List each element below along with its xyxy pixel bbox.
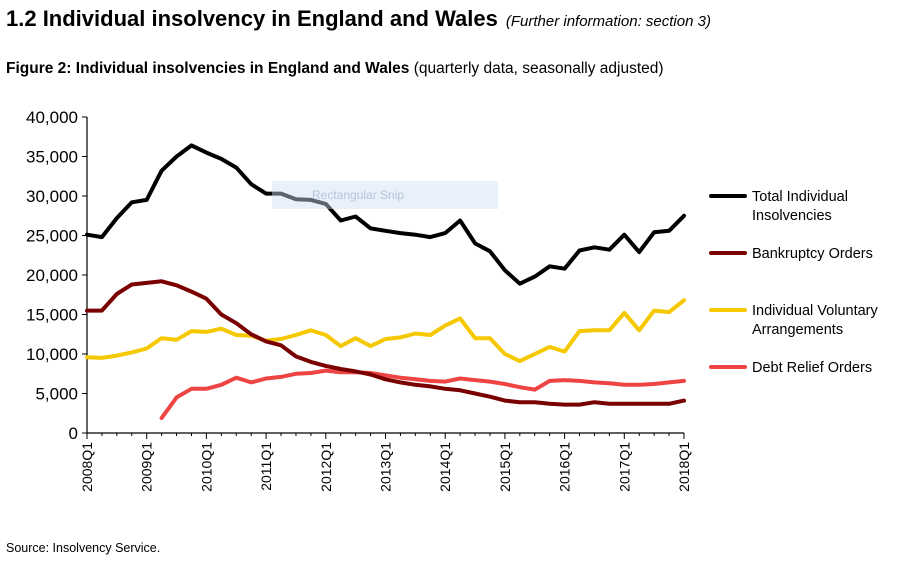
chart-axes: 0 5,000 10,000 15,000 20,000 25,000 30,000 35,0… xyxy=(26,108,692,492)
legend-label-bankruptcy-orders: Bankruptcy Orders xyxy=(752,246,873,262)
x-tick-label: 2018Q1 xyxy=(676,442,692,492)
y-tick-label: 10,000 xyxy=(26,345,78,364)
series-line-individual-voluntary-arrangements xyxy=(85,298,686,364)
insolvency-line-chart: 0 5,000 10,000 15,000 20,000 25,000 30,000 35,0… xyxy=(26,108,878,492)
x-tick-label: 2015Q1 xyxy=(497,442,513,492)
source-note: Source: Insolvency Service. xyxy=(6,541,161,555)
x-tick-label: 2009Q1 xyxy=(139,442,155,492)
x-tick-label: 2016Q1 xyxy=(557,442,573,492)
series-line-debt-relief-orders xyxy=(159,368,686,420)
x-tick-label: 2013Q1 xyxy=(378,442,394,492)
x-tick-label: 2008Q1 xyxy=(79,442,95,492)
y-tick-label: 25,000 xyxy=(26,227,78,246)
figure-title: Figure 2: Individual insolvencies in Eng… xyxy=(6,60,664,78)
figure-title-bold: Figure 2: Individual insolvencies in Eng… xyxy=(6,60,410,77)
x-tick-label: 2014Q1 xyxy=(437,442,453,492)
section-heading: 1.2 Individual insolvency in England and… xyxy=(6,6,711,32)
y-tick-label: 5,000 xyxy=(35,385,78,404)
y-tick-label: 40,000 xyxy=(26,108,78,127)
legend-label-total-individual-insolvencies: Total Individual Insolvencies xyxy=(752,189,848,224)
legend-label-individual-voluntary-arrangements: Individual Voluntary Arrangements xyxy=(752,303,878,338)
rectangular-snip-overlay: Rectangular Snip xyxy=(272,181,498,209)
x-tick-label: 2011Q1 xyxy=(258,442,274,491)
x-tick-label: 2017Q1 xyxy=(616,442,632,492)
series-line-total-individual-insolvencies xyxy=(85,143,686,286)
y-tick-label: 30,000 xyxy=(26,187,78,206)
y-tick-label: 35,000 xyxy=(26,148,78,167)
y-tick-label: 15,000 xyxy=(26,306,78,325)
section-note: (Further information: section 3) xyxy=(505,13,711,30)
y-tick-label: 0 xyxy=(69,424,78,443)
section-title: 1.2 Individual insolvency in England and… xyxy=(6,6,498,31)
series-layer xyxy=(85,143,686,420)
figure-title-rest: (quarterly data, seasonally adjusted) xyxy=(413,60,664,77)
x-tick-label: 2012Q1 xyxy=(318,442,334,492)
x-tick-label: 2010Q1 xyxy=(198,442,214,492)
legend-label-debt-relief-orders: Debt Relief Orders xyxy=(752,360,872,376)
y-tick-label: 20,000 xyxy=(26,266,78,285)
series-line-bankruptcy-orders xyxy=(85,279,686,407)
chart-legend: Total Individual Insolvencies Bankruptcy O… xyxy=(709,189,878,376)
snip-label: Rectangular Snip xyxy=(312,188,405,202)
